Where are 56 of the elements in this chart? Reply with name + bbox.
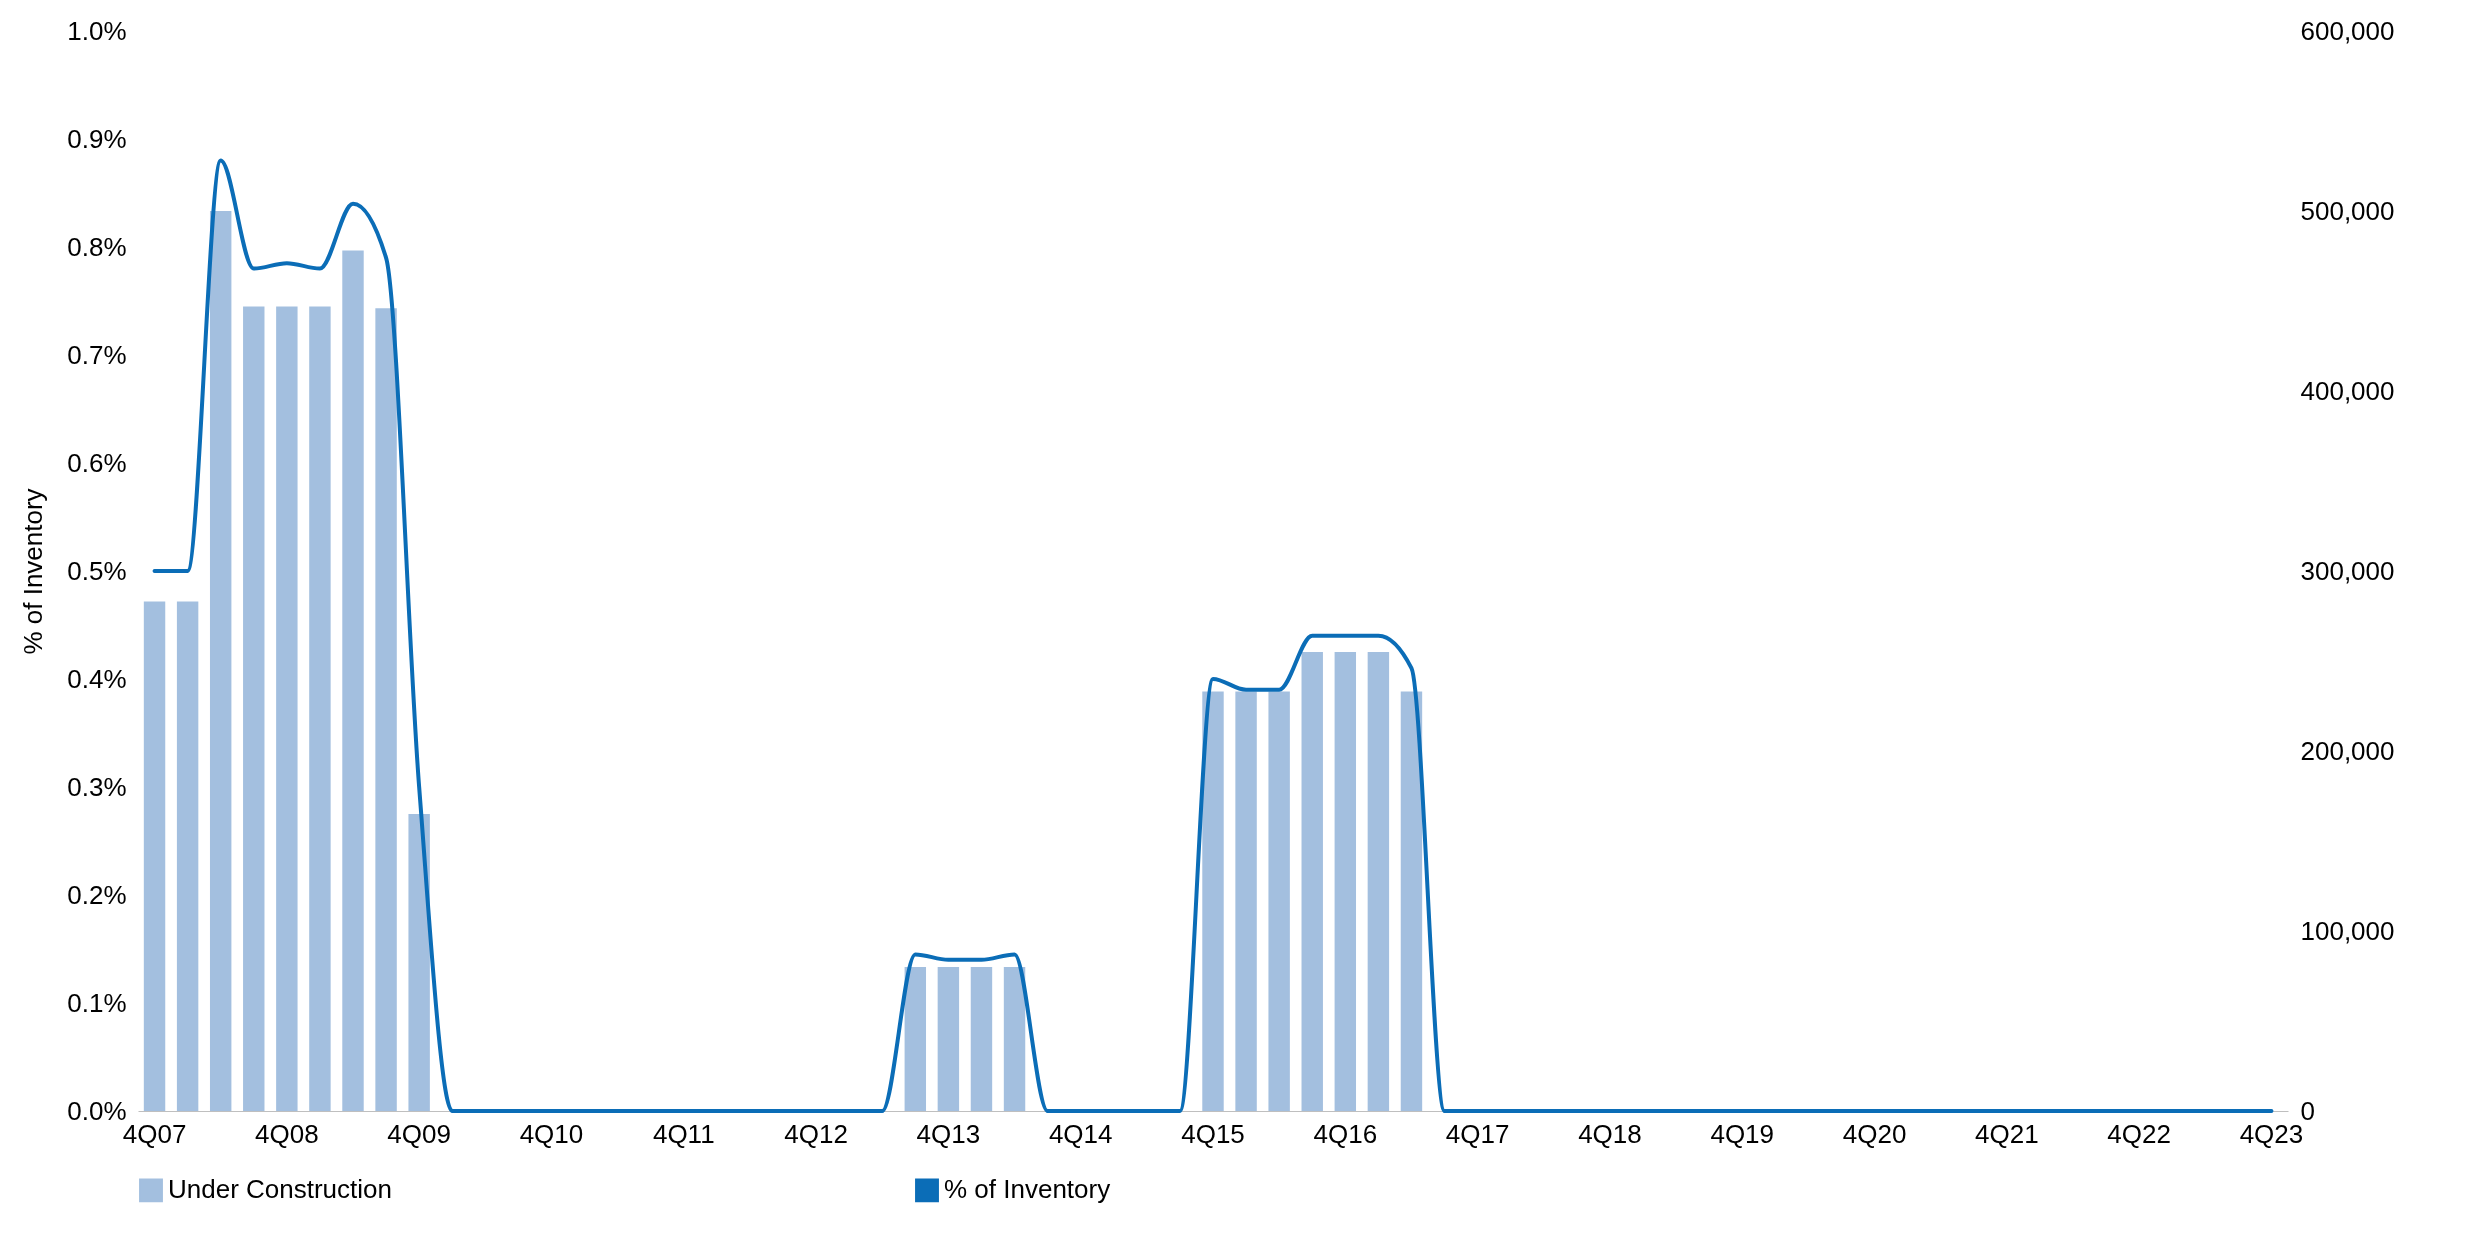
bar bbox=[904, 967, 927, 1111]
x-tick-label: 4Q22 bbox=[2107, 1118, 2171, 1149]
x-tick-label: 4Q13 bbox=[916, 1118, 981, 1149]
x-tick-label: 4Q14 bbox=[1048, 1118, 1113, 1149]
y-tick-label: 1.0% bbox=[67, 15, 127, 46]
x-tick-label: 4Q10 bbox=[519, 1118, 584, 1149]
bar bbox=[1334, 652, 1357, 1111]
bar bbox=[1367, 652, 1390, 1111]
legend-label: Under Construction bbox=[168, 1174, 392, 1205]
bar bbox=[243, 306, 265, 1111]
x-tick-label: 4Q20 bbox=[1842, 1118, 1907, 1149]
x-tick-label: 4Q09 bbox=[387, 1118, 451, 1149]
bar bbox=[1202, 691, 1224, 1111]
x-tick-label: 4Q21 bbox=[1975, 1118, 2039, 1149]
x-tick-label: 4Q16 bbox=[1313, 1118, 1378, 1149]
y-tick-label: 0.2% bbox=[67, 879, 127, 910]
y-tick-label: 0.0% bbox=[67, 1095, 127, 1126]
x-tick-label: 4Q12 bbox=[784, 1118, 848, 1149]
line-series bbox=[152, 158, 2274, 1113]
y-tick-label: 0.6% bbox=[67, 447, 127, 478]
y2-tick-label: 400,000 bbox=[2300, 375, 2395, 406]
x-tick-label: 4Q08 bbox=[255, 1118, 319, 1149]
bar bbox=[1268, 691, 1290, 1111]
x-tick-label: 4Q17 bbox=[1445, 1118, 1510, 1149]
bar bbox=[408, 814, 430, 1111]
bar bbox=[937, 967, 960, 1111]
bar bbox=[276, 306, 298, 1111]
bar bbox=[970, 967, 993, 1111]
y-tick-label: 0.9% bbox=[67, 123, 127, 154]
x-tick-label: 4Q18 bbox=[1578, 1118, 1642, 1149]
y-axis-title: % of Inventory bbox=[18, 488, 49, 655]
y-tick-label: 0.3% bbox=[67, 771, 127, 802]
bar bbox=[209, 211, 232, 1111]
bar bbox=[309, 306, 331, 1111]
bar bbox=[143, 601, 166, 1111]
y2-tick-label: 600,000 bbox=[2300, 15, 2395, 46]
bar bbox=[342, 250, 364, 1111]
legend-label: % of Inventory bbox=[944, 1174, 1111, 1205]
y2-tick-label: 200,000 bbox=[2300, 735, 2395, 766]
y-tick-label: 0.7% bbox=[67, 339, 127, 370]
y-tick-label: 0.5% bbox=[67, 555, 127, 586]
bar bbox=[1400, 691, 1423, 1111]
y-tick-label: 0.8% bbox=[67, 231, 127, 262]
bar bbox=[375, 308, 397, 1111]
y2-tick-label: 300,000 bbox=[2300, 555, 2395, 586]
y-tick-label: 0.4% bbox=[67, 663, 127, 694]
x-tick-label: 4Q15 bbox=[1181, 1118, 1245, 1149]
y2-tick-label: 500,000 bbox=[2300, 195, 2395, 226]
y-tick-label: 0.1% bbox=[67, 987, 127, 1018]
y2-tick-label: 100,000 bbox=[2300, 915, 2395, 946]
x-tick-label: 4Q11 bbox=[652, 1118, 715, 1149]
x-tick-label: 4Q19 bbox=[1710, 1118, 1775, 1149]
bar bbox=[176, 601, 199, 1111]
bar bbox=[1003, 967, 1026, 1111]
bar bbox=[1301, 652, 1323, 1111]
bar bbox=[1235, 691, 1257, 1111]
